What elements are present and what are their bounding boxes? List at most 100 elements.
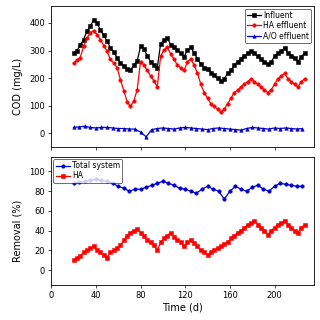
- A/O effluent: [111, 126, 115, 130]
- Total system: [111, 181, 115, 185]
- Total system: [144, 185, 148, 189]
- Line: A/O effluent: A/O effluent: [72, 124, 304, 139]
- HA effluent: [276, 77, 280, 81]
- Total system: [116, 184, 120, 188]
- Total system: [88, 179, 92, 182]
- A/O effluent: [166, 127, 170, 131]
- HA: [199, 248, 203, 252]
- Total system: [183, 187, 187, 191]
- A/O effluent: [88, 125, 92, 129]
- HA effluent: [129, 105, 132, 108]
- Total system: [161, 180, 165, 183]
- A/O effluent: [300, 127, 304, 131]
- HA effluent: [72, 61, 76, 65]
- Total system: [172, 183, 176, 187]
- HA: [125, 234, 129, 237]
- Total system: [133, 187, 137, 191]
- Total system: [300, 184, 304, 188]
- A/O effluent: [161, 126, 165, 130]
- A/O effluent: [261, 127, 265, 131]
- Total system: [139, 187, 142, 191]
- Influent: [92, 18, 96, 22]
- A/O effluent: [278, 127, 282, 131]
- Total system: [245, 189, 249, 193]
- Total system: [217, 189, 220, 193]
- A/O effluent: [105, 125, 109, 129]
- A/O effluent: [127, 127, 131, 131]
- Total system: [83, 180, 87, 183]
- Total system: [94, 178, 98, 181]
- A/O effluent: [234, 128, 237, 132]
- Total system: [178, 186, 181, 190]
- Total system: [211, 187, 215, 191]
- A/O effluent: [94, 126, 98, 130]
- A/O effluent: [178, 126, 181, 130]
- A/O effluent: [245, 127, 249, 131]
- Total system: [77, 180, 81, 184]
- A/O effluent: [206, 128, 210, 132]
- Total system: [127, 189, 131, 193]
- Total system: [166, 181, 170, 185]
- Line: HA: HA: [72, 219, 307, 262]
- Influent: [172, 45, 176, 49]
- A/O effluent: [72, 125, 76, 129]
- Total system: [200, 187, 204, 191]
- A/O effluent: [200, 127, 204, 131]
- Total system: [278, 181, 282, 185]
- A/O effluent: [217, 126, 220, 130]
- Total system: [239, 187, 243, 191]
- HA effluent: [145, 68, 149, 72]
- HA: [303, 223, 307, 227]
- Total system: [267, 189, 271, 193]
- A/O effluent: [239, 128, 243, 132]
- Total system: [228, 189, 232, 193]
- Total system: [222, 197, 226, 201]
- Total system: [289, 183, 293, 187]
- HA: [252, 219, 256, 223]
- Total system: [105, 180, 109, 183]
- A/O effluent: [144, 135, 148, 139]
- HA effluent: [172, 58, 176, 61]
- Influent: [129, 68, 132, 72]
- A/O effluent: [195, 127, 198, 131]
- HA: [72, 258, 76, 262]
- Total system: [295, 184, 299, 188]
- A/O effluent: [267, 127, 271, 131]
- A/O effluent: [83, 124, 87, 128]
- Line: HA effluent: HA effluent: [72, 29, 307, 114]
- Total system: [195, 191, 198, 195]
- Line: Total system: Total system: [72, 178, 304, 201]
- Total system: [256, 183, 260, 187]
- Influent: [219, 79, 223, 83]
- Total system: [284, 182, 288, 186]
- A/O effluent: [284, 126, 288, 130]
- A/O effluent: [116, 127, 120, 131]
- Line: Influent: Influent: [72, 19, 307, 83]
- HA: [273, 226, 276, 229]
- HA effluent: [202, 91, 206, 94]
- A/O effluent: [183, 125, 187, 129]
- Influent: [105, 39, 109, 43]
- A/O effluent: [139, 130, 142, 134]
- A/O effluent: [211, 127, 215, 131]
- A/O effluent: [222, 127, 226, 131]
- X-axis label: Time (d): Time (d): [162, 303, 203, 313]
- Total system: [273, 184, 276, 188]
- Total system: [150, 183, 154, 187]
- Influent: [276, 52, 280, 55]
- Total system: [250, 185, 254, 189]
- A/O effluent: [289, 127, 293, 131]
- Text: COD (mg/L): COD (mg/L): [13, 58, 23, 115]
- A/O effluent: [295, 127, 299, 131]
- A/O effluent: [122, 127, 126, 131]
- Total system: [206, 184, 210, 188]
- HA: [102, 253, 106, 257]
- Influent: [145, 54, 149, 58]
- A/O effluent: [250, 125, 254, 129]
- A/O effluent: [100, 125, 103, 129]
- Influent: [303, 51, 307, 55]
- A/O effluent: [228, 127, 232, 131]
- A/O effluent: [256, 126, 260, 130]
- Total system: [261, 187, 265, 191]
- Total system: [122, 186, 126, 190]
